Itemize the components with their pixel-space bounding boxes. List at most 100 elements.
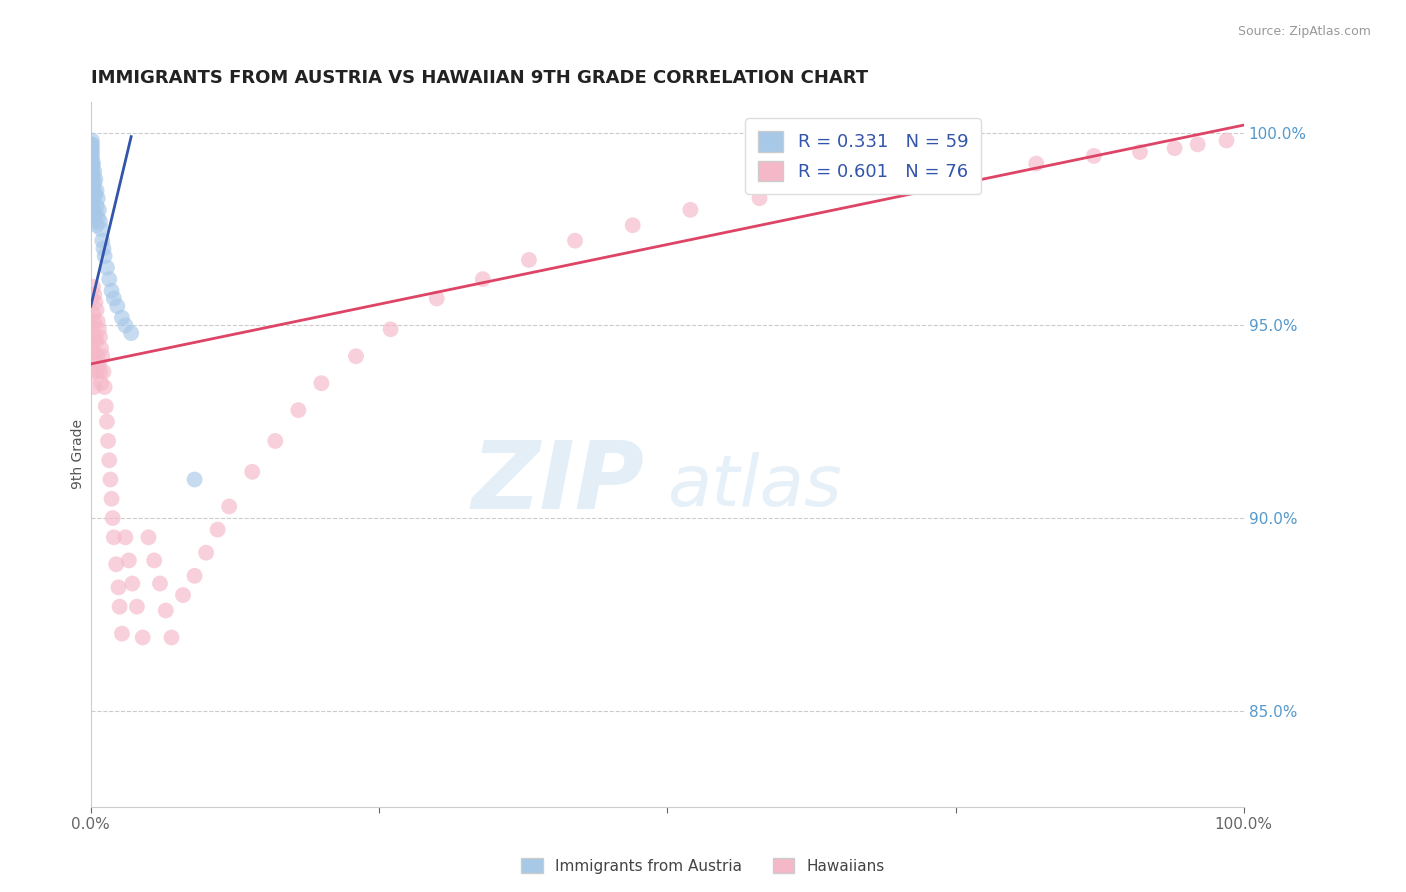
Point — [80, 318, 103, 333]
Point — [80, 164, 103, 178]
Point — [183, 569, 205, 583]
Point — [111, 626, 134, 640]
Point — [118, 553, 141, 567]
Point — [86, 314, 108, 328]
Point — [93, 249, 115, 263]
Point — [80, 187, 103, 202]
Point — [100, 473, 122, 487]
Point — [90, 342, 112, 356]
Point — [956, 164, 979, 178]
Point — [86, 219, 108, 233]
Point — [80, 149, 103, 163]
Point — [82, 365, 104, 379]
Point — [105, 558, 128, 572]
Point — [80, 153, 103, 167]
Point — [107, 581, 129, 595]
Point — [114, 530, 136, 544]
Point — [1025, 156, 1047, 170]
Point — [80, 191, 103, 205]
Point — [138, 530, 160, 544]
Point — [103, 292, 125, 306]
Point — [80, 345, 103, 359]
Point — [149, 576, 172, 591]
Point — [89, 330, 111, 344]
Point — [195, 546, 218, 560]
Point — [83, 164, 105, 178]
Point — [90, 376, 112, 391]
Point — [380, 322, 402, 336]
Point — [887, 172, 910, 186]
Point — [83, 314, 105, 328]
Point — [679, 202, 702, 217]
Point — [80, 137, 103, 152]
Point — [80, 179, 103, 194]
Point — [80, 134, 103, 148]
Point — [80, 184, 103, 198]
Text: atlas: atlas — [668, 451, 842, 521]
Point — [100, 491, 122, 506]
Point — [97, 434, 120, 448]
Point — [817, 179, 839, 194]
Point — [82, 202, 104, 217]
Point — [83, 187, 105, 202]
Point — [80, 156, 103, 170]
Point — [82, 179, 104, 194]
Point — [80, 161, 103, 175]
Point — [86, 365, 108, 379]
Legend: R = 0.331   N = 59, R = 0.601   N = 76: R = 0.331 N = 59, R = 0.601 N = 76 — [745, 118, 981, 194]
Point — [80, 168, 103, 182]
Point — [84, 187, 107, 202]
Point — [80, 145, 103, 159]
Point — [1129, 145, 1152, 159]
Point — [83, 287, 105, 301]
Point — [91, 349, 114, 363]
Point — [83, 176, 105, 190]
Point — [100, 284, 122, 298]
Point — [264, 434, 287, 448]
Point — [84, 172, 107, 186]
Point — [94, 400, 117, 414]
Point — [82, 214, 104, 228]
Point — [1083, 149, 1105, 163]
Point — [287, 403, 309, 417]
Text: ZIP: ZIP — [471, 437, 644, 529]
Text: Source: ZipAtlas.com: Source: ZipAtlas.com — [1237, 25, 1371, 38]
Point — [1215, 134, 1237, 148]
Point — [80, 292, 103, 306]
Point — [1187, 137, 1209, 152]
Point — [80, 145, 103, 159]
Point — [84, 207, 107, 221]
Point — [91, 234, 114, 248]
Point — [82, 168, 104, 182]
Point — [114, 318, 136, 333]
Point — [471, 272, 494, 286]
Point — [172, 588, 194, 602]
Point — [183, 473, 205, 487]
Point — [80, 161, 103, 175]
Point — [344, 349, 367, 363]
Point — [90, 222, 112, 236]
Point — [311, 376, 333, 391]
Point — [131, 631, 153, 645]
Legend: Immigrants from Austria, Hawaiians: Immigrants from Austria, Hawaiians — [516, 852, 890, 880]
Point — [105, 299, 128, 313]
Point — [86, 334, 108, 348]
Point — [748, 191, 770, 205]
Point — [86, 349, 108, 363]
Point — [160, 631, 183, 645]
Point — [82, 191, 104, 205]
Point — [218, 500, 240, 514]
Point — [86, 191, 108, 205]
Point — [83, 345, 105, 359]
Point — [87, 357, 110, 371]
Point — [80, 172, 103, 186]
Point — [125, 599, 148, 614]
Point — [93, 365, 115, 379]
Point — [108, 599, 131, 614]
Point — [84, 295, 107, 310]
Point — [155, 603, 177, 617]
Point — [89, 214, 111, 228]
Point — [120, 326, 142, 340]
Point — [80, 164, 103, 178]
Point — [93, 380, 115, 394]
